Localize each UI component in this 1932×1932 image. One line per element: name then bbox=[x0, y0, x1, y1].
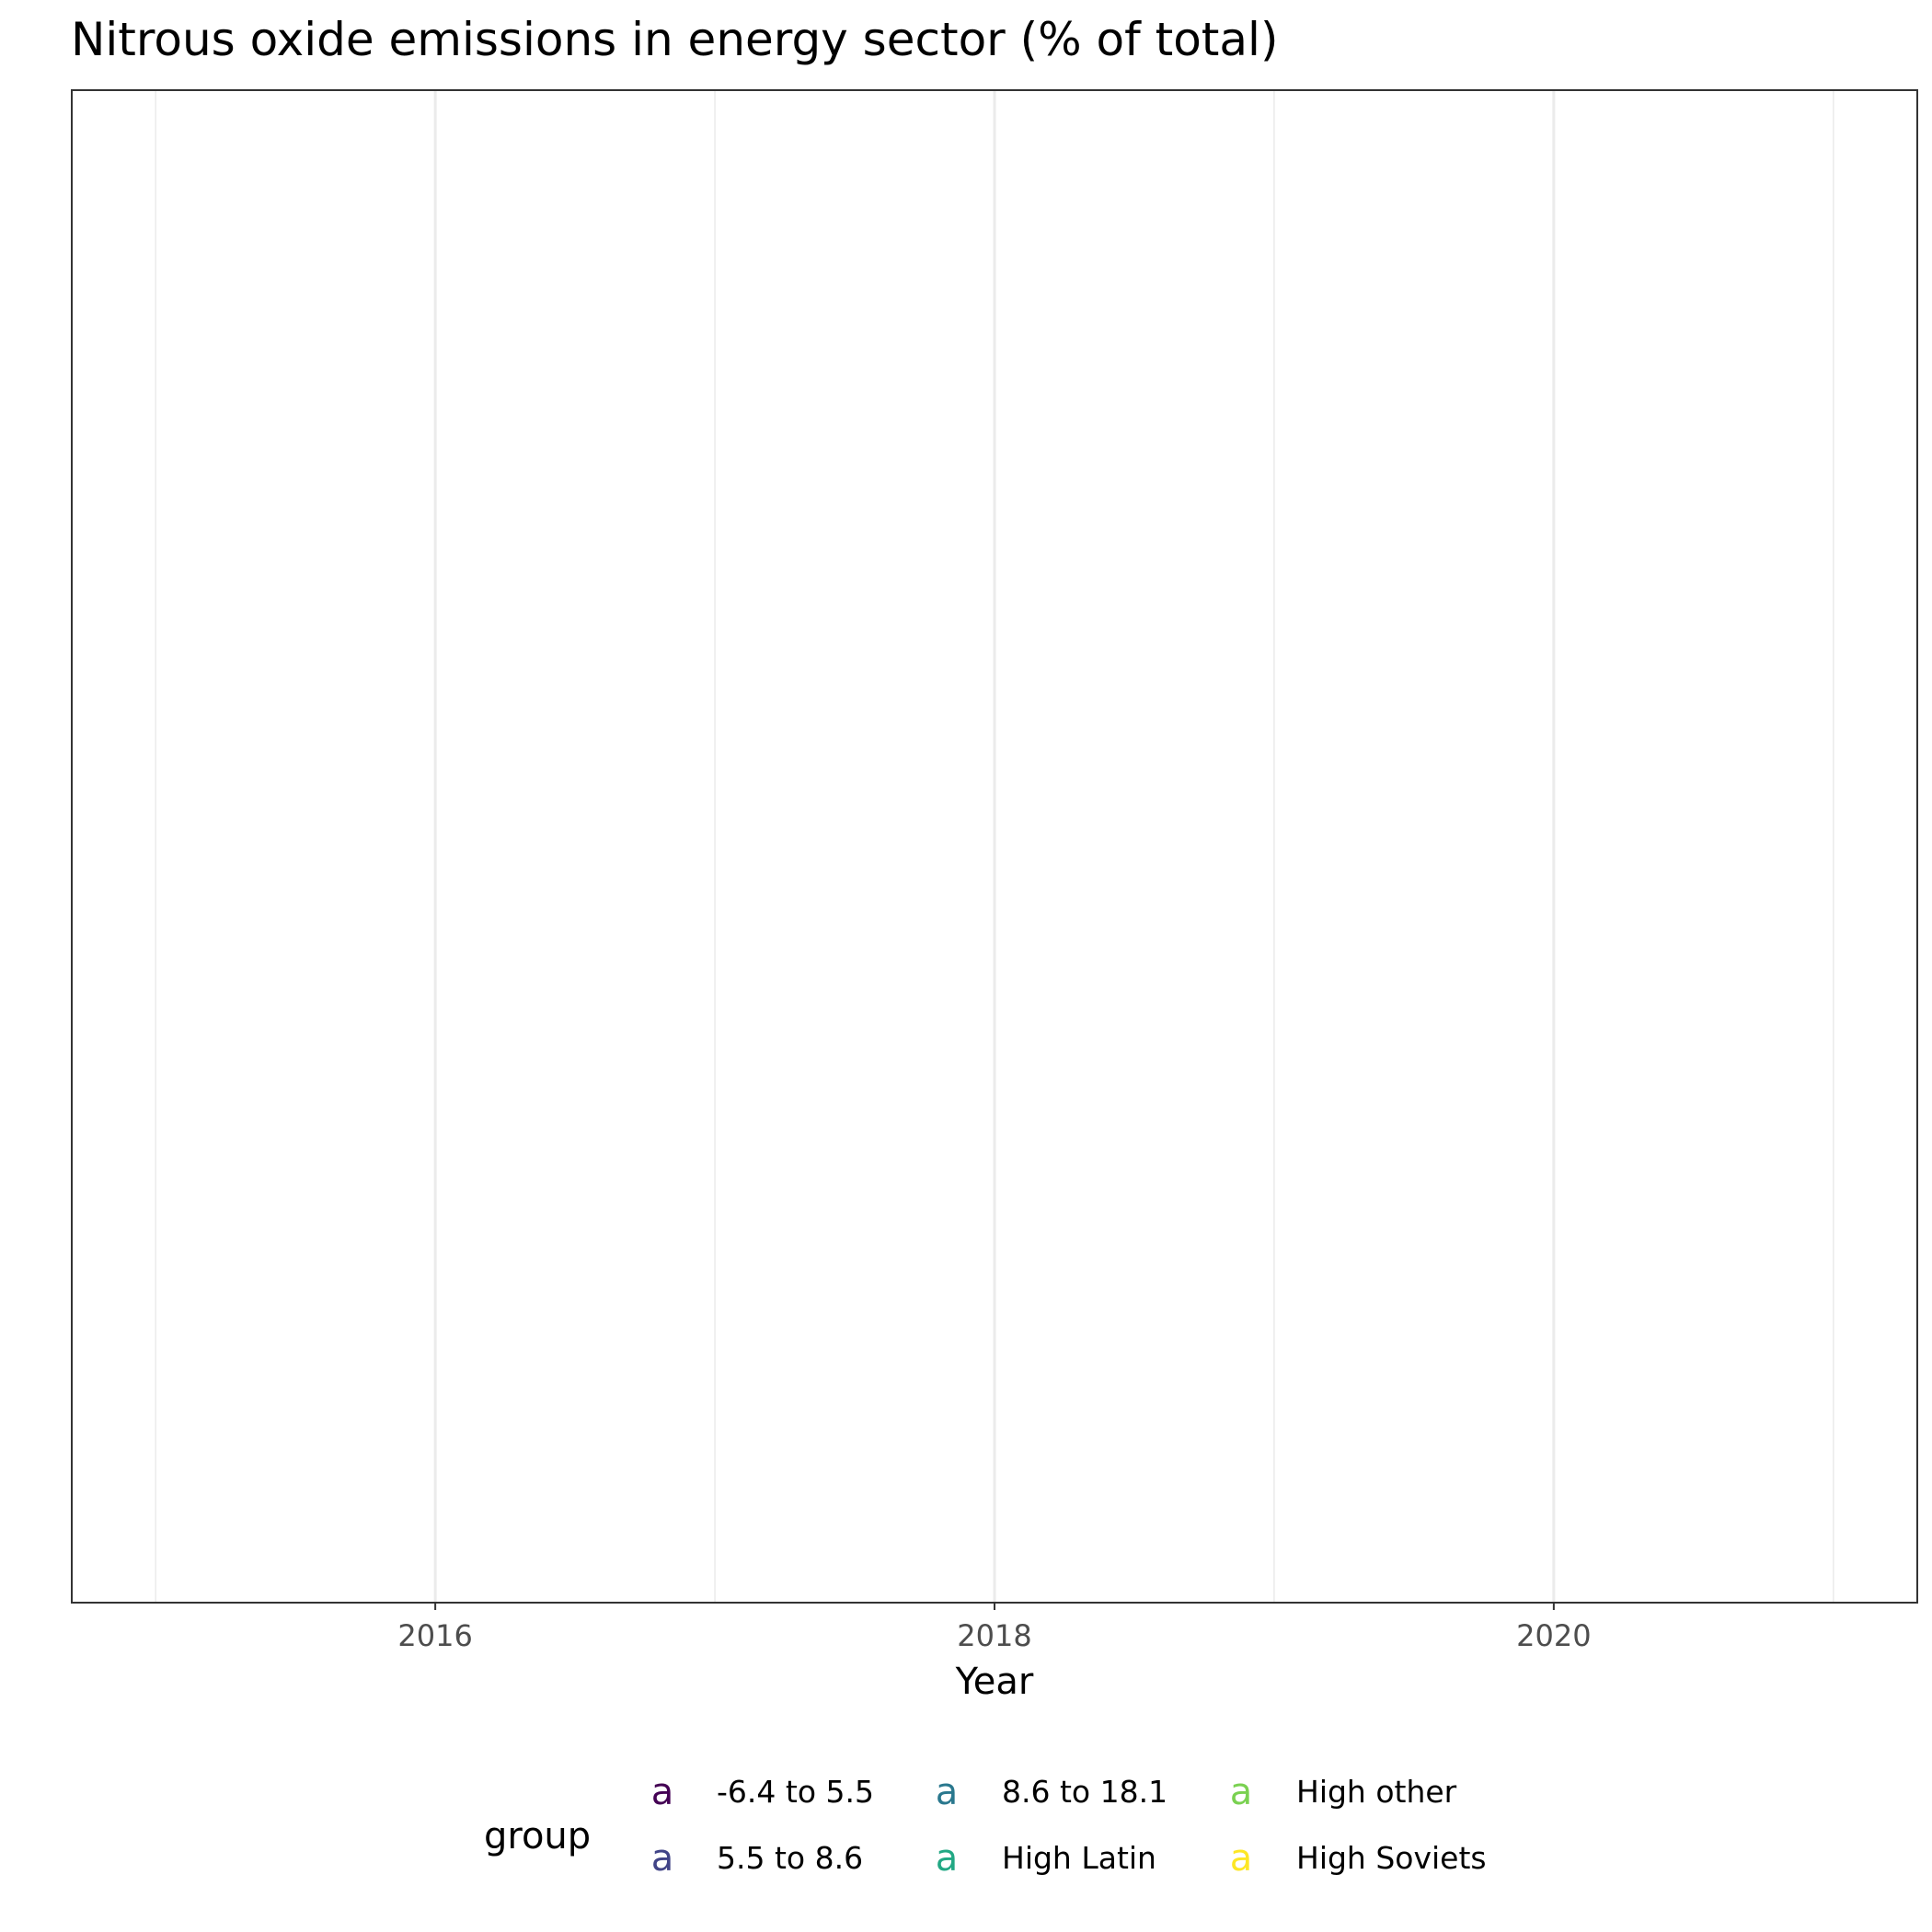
legend-item-label: High Soviets bbox=[1296, 1840, 1487, 1876]
legend-item-label: 8.6 to 18.1 bbox=[1002, 1774, 1167, 1810]
legend-title: group bbox=[484, 1815, 591, 1857]
legend-entries: a -6.4 to 5.5 a 5.5 to 8.6 a 8.6 to 18.1 a High… bbox=[651, 1771, 1487, 1880]
x-tick-label: 2018 bbox=[957, 1618, 1031, 1653]
legend-item-label: 5.5 to 8.6 bbox=[717, 1840, 863, 1876]
legend-item-label: High other bbox=[1296, 1774, 1457, 1810]
legend-key-glyph: a bbox=[1230, 1771, 1253, 1813]
legend-key-glyph: a bbox=[936, 1771, 959, 1813]
legend: group a -6.4 to 5.5 a 5.5 to 8.6 a 8.6 to 18.… bbox=[484, 1771, 1487, 1880]
legend-key-glyph: a bbox=[1230, 1837, 1253, 1880]
chart-title: Nitrous oxide emissions in energy sector… bbox=[71, 13, 1278, 66]
legend-item-label: High Latin bbox=[1002, 1840, 1156, 1876]
x-axis-title: Year bbox=[955, 1661, 1034, 1703]
x-axis-ticks: 2016 2018 2020 bbox=[397, 1603, 1592, 1653]
x-tick-label: 2016 bbox=[397, 1618, 472, 1653]
plot-panel bbox=[71, 89, 1918, 1604]
major-gridlines bbox=[433, 90, 1556, 1603]
legend-key-glyph: a bbox=[936, 1837, 959, 1880]
legend-item-label: -6.4 to 5.5 bbox=[717, 1774, 874, 1810]
minor-gridlines bbox=[155, 90, 1834, 1603]
legend-key-glyph: a bbox=[651, 1837, 674, 1880]
x-tick-label: 2020 bbox=[1516, 1618, 1591, 1653]
legend-key-glyph: a bbox=[651, 1771, 674, 1813]
